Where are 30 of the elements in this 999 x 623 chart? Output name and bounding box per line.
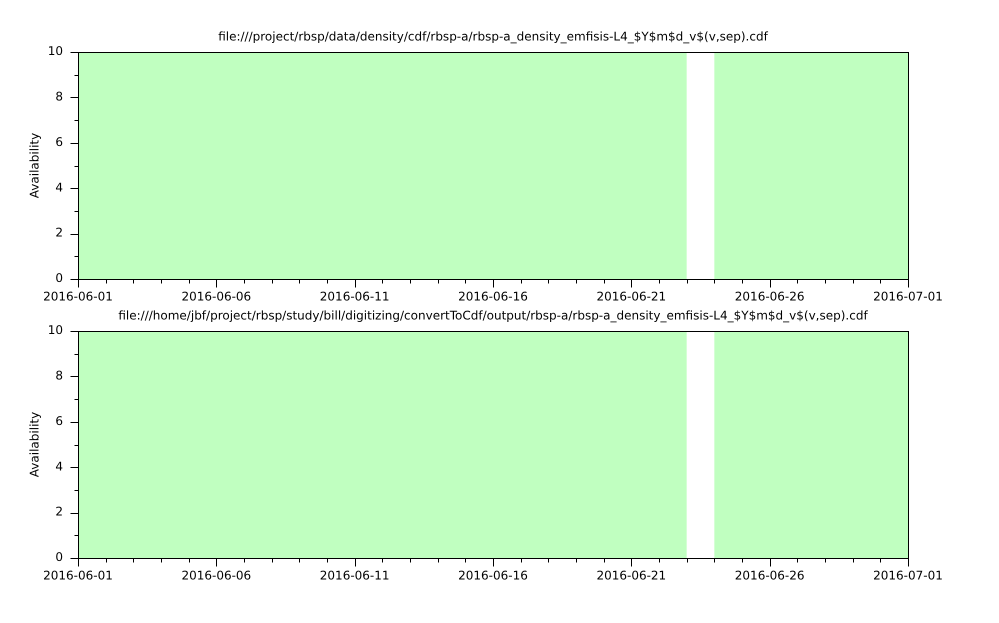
chart-title: file:///project/rbsp/data/density/cdf/rbsp-a/rbsp-a_density_emfisis-L4_$Y$m$d_v$(v,sep).cdf: [218, 29, 769, 44]
x-tick-label: 2016-06-06: [181, 568, 252, 582]
y-tick-label: 0: [55, 550, 63, 564]
x-tick-label: 2016-06-11: [320, 568, 390, 582]
x-tick-label: 2016-06-01: [43, 568, 113, 582]
y-tick-label: 2: [55, 504, 63, 519]
x-tick-label: 2016-06-26: [734, 289, 805, 304]
y-axis-title: Availability: [27, 412, 42, 478]
x-tick-label: 2016-07-01: [873, 568, 943, 582]
x-tick-label: 2016-06-11: [320, 289, 390, 304]
x-tick-label: 2016-06-21: [596, 289, 666, 304]
y-tick-label: 4: [55, 459, 63, 474]
y-tick-label: 4: [55, 180, 63, 194]
x-tick-label: 2016-06-16: [458, 289, 528, 304]
x-tick-label: 2016-06-16: [458, 568, 528, 582]
y-tick-label: 10: [48, 44, 63, 58]
x-tick-label: 2016-06-26: [734, 568, 805, 582]
x-tick-label: 2016-06-01: [43, 289, 113, 304]
x-tick-label: 2016-06-21: [596, 568, 666, 582]
y-tick-label: 0: [55, 271, 63, 286]
chart-title: file:///home/jbf/project/rbsp/study/bill/digitizing/convertToCdf/output/rbsp-a/rbsp-a_density_emfisis-L4_$Y$m$d_v$(v,sep).cdf: [118, 308, 868, 322]
y-axis-title: Availability: [27, 132, 42, 198]
x-tick-label: 2016-07-01: [873, 289, 943, 304]
y-tick-label: 10: [48, 323, 63, 338]
y-tick-label: 6: [55, 414, 63, 428]
y-tick-label: 6: [55, 134, 63, 149]
y-tick-label: 2: [55, 226, 63, 240]
y-tick-label: 8: [55, 368, 63, 383]
y-tick-label: 8: [55, 90, 63, 104]
x-tick-label: 2016-06-06: [181, 289, 252, 304]
